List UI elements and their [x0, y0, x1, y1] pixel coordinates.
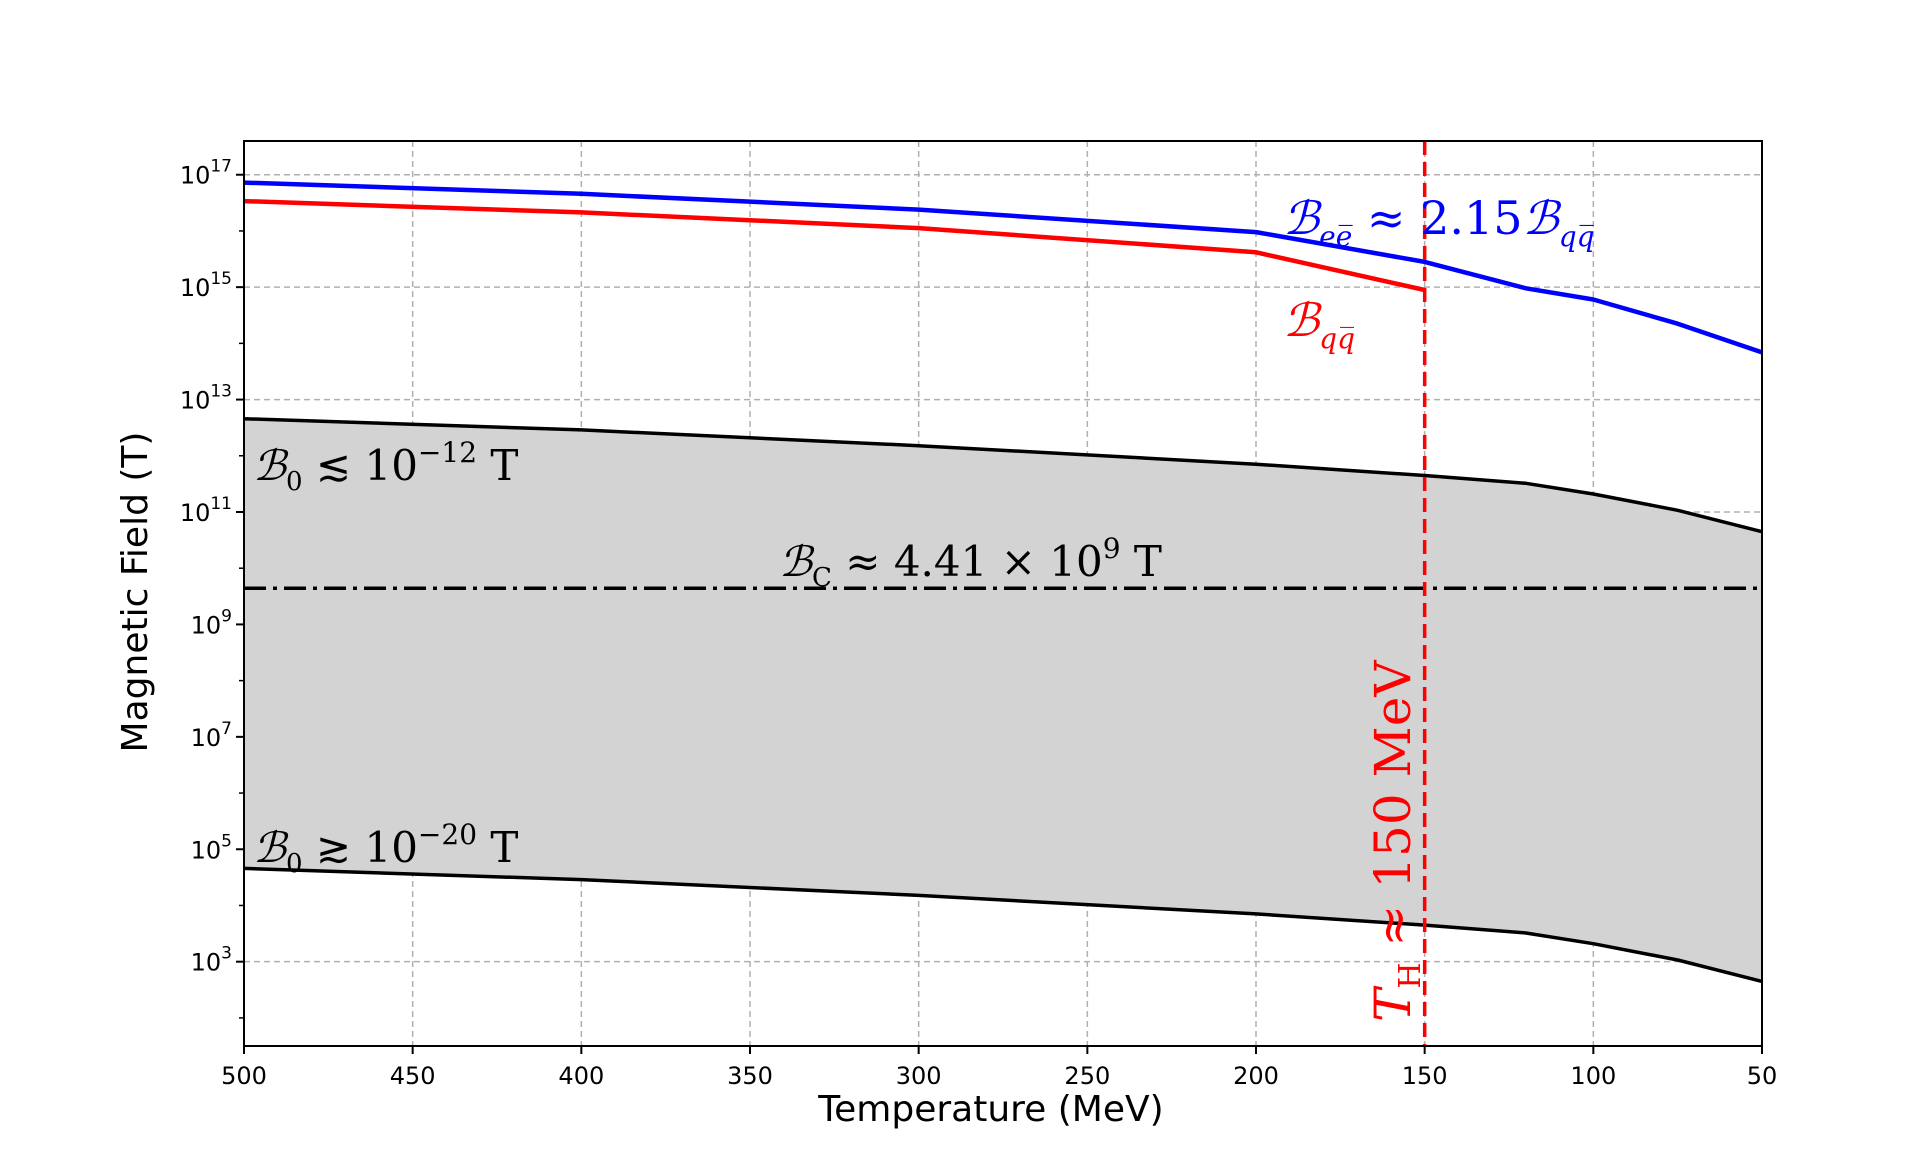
series-line-upper_bound: [243, 416, 1763, 534]
y-tick-label: 1015: [180, 269, 232, 302]
critical-field-label: ℬC ≈ 4.41 × 109 T: [779, 532, 1162, 593]
series-line-bqq: [243, 198, 1426, 293]
y-tick-label: 105: [191, 831, 232, 864]
y-tick-label: 109: [191, 606, 232, 639]
shaded-region-layer: [244, 418, 1762, 982]
axes: [243, 140, 1763, 1047]
x-tick-label: 150: [1402, 1062, 1448, 1090]
y-tick-label: 1011: [180, 494, 232, 527]
y-tick-label: 103: [191, 944, 232, 977]
series-line-bee: [243, 180, 1763, 355]
x-axis-title: Temperature (MeV): [817, 1089, 1163, 1130]
x-tick-label: 450: [390, 1062, 436, 1090]
plot-frame: [243, 140, 1763, 1047]
x-tick-label: 300: [896, 1062, 942, 1090]
x-tick-label: 50: [1747, 1062, 1778, 1090]
ticks: 500 450 400 350 300 250 200 150 100 50 103 105 107 10…: [180, 157, 1777, 1090]
x-tick-label: 400: [558, 1062, 604, 1090]
x-tick-label: 250: [1064, 1062, 1110, 1090]
bqq-label: ℬqq̅: [1283, 293, 1355, 355]
reference-lines: [244, 141, 1762, 1046]
x-tick-label: 200: [1233, 1062, 1279, 1090]
shaded-region: [244, 418, 1762, 982]
x-tick-label: 350: [727, 1062, 773, 1090]
lower-bound-label: ℬ0 ≳ 10−20 T: [253, 818, 518, 879]
y-axis-title: Magnetic Field (T): [115, 432, 156, 753]
y-tick-label: 1017: [180, 157, 232, 190]
y-tick-label: 107: [191, 719, 232, 752]
upper-bound-label: ℬ0 ≲ 10−12 T: [253, 436, 518, 497]
x-tick-label: 100: [1570, 1062, 1616, 1090]
th-label: TH ≈ 150 MeV: [1364, 660, 1428, 1022]
x-tick-label: 500: [221, 1062, 267, 1090]
y-tick-label: 1013: [180, 382, 232, 415]
bee-label: ℬee̅ ≈ 2.15ℬqq̅: [1283, 191, 1595, 253]
